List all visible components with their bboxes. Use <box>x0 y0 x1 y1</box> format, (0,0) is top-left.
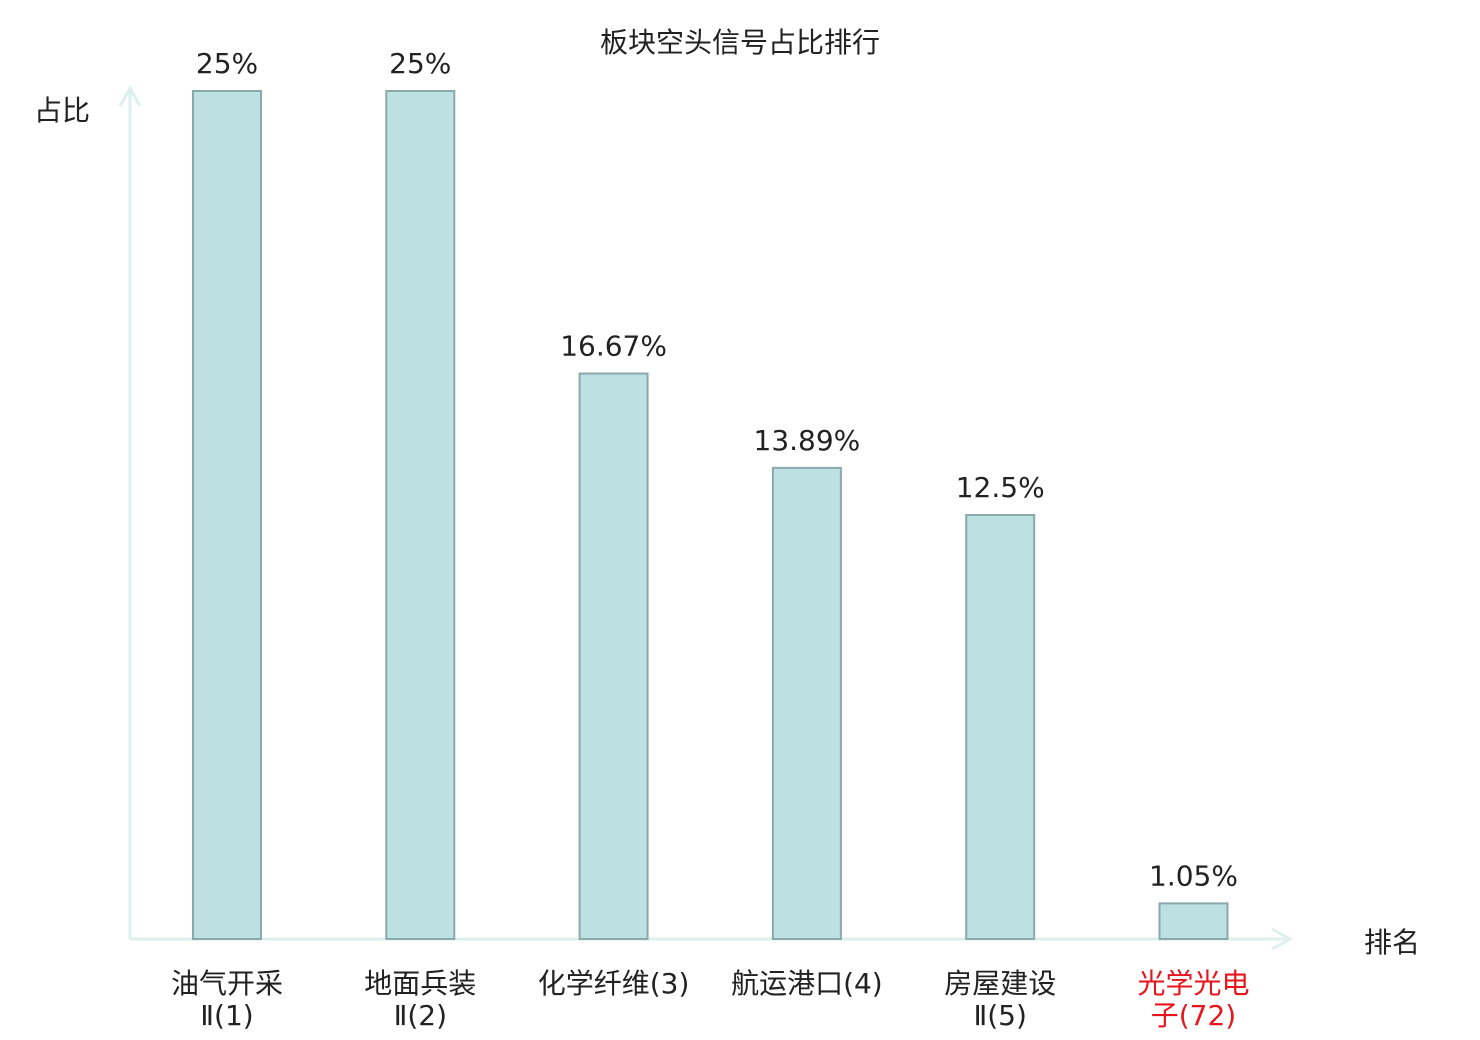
x-axis-label: 排名 <box>1364 926 1420 959</box>
x-tick-label: 油气开采 <box>171 967 283 1000</box>
value-label: 1.05% <box>1149 859 1238 892</box>
chart-title: 板块空头信号占比排行 <box>600 26 880 59</box>
x-tick-label: 化学纤维(3) <box>538 967 690 1000</box>
value-label: 25% <box>389 47 451 80</box>
x-tick-label: 房屋建设 <box>944 967 1056 1000</box>
value-label: 12.5% <box>956 471 1045 504</box>
value-label: 25% <box>196 47 258 80</box>
bar <box>965 514 1036 940</box>
bar <box>578 372 649 940</box>
value-label: 13.89% <box>754 424 861 457</box>
y-axis-arrow <box>118 84 142 107</box>
x-tick-label: Ⅱ(5) <box>973 999 1026 1032</box>
x-tick-label: 光学光电 <box>1137 967 1249 1000</box>
x-tick-label: 航运港口(4) <box>731 967 883 1000</box>
x-tick-label: 地面兵装 <box>364 967 476 1000</box>
bar <box>771 466 842 940</box>
x-tick-label: Ⅱ(1) <box>200 999 253 1032</box>
y-axis-label: 占比 <box>34 94 90 127</box>
bar <box>385 90 456 940</box>
x-axis-arrow <box>1271 927 1294 951</box>
bar <box>1158 902 1229 940</box>
x-tick-label: Ⅱ(2) <box>394 999 447 1032</box>
value-label: 16.67% <box>560 330 667 363</box>
bar <box>192 90 262 940</box>
x-tick-label: 子(72) <box>1151 999 1236 1032</box>
